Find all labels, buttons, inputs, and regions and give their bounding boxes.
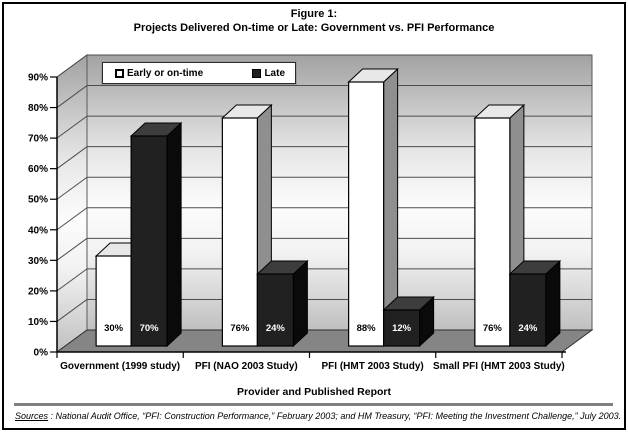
left-wall <box>56 54 88 353</box>
source-text: : National Audit Office, “PFI: Construct… <box>48 411 622 421</box>
bar-side-late-0 <box>166 121 182 348</box>
footer-divider <box>14 403 613 406</box>
y-axis-label-0: 0% <box>34 348 49 359</box>
bar-front-late-2 <box>383 309 421 347</box>
bar-front-early-2 <box>348 81 385 347</box>
y-axis-label-10: 10% <box>28 317 48 328</box>
bar-label-late-1: 24% <box>266 323 286 334</box>
legend-swatch-early-icon <box>115 68 124 78</box>
y-axis-label-70: 70% <box>28 134 48 145</box>
bar-front-early-0 <box>95 255 132 347</box>
wall-diagonal-80 <box>56 85 88 108</box>
chart-title-line1: Figure 1: <box>290 8 338 20</box>
wall-diagonal-90 <box>56 54 88 78</box>
category-label-3: Small PFI (HMT 2003 Study) <box>433 361 565 372</box>
wall-diagonal-70 <box>56 115 88 139</box>
category-label-1: PFI (NAO 2003 Study) <box>195 361 298 372</box>
y-axis-label-90: 90% <box>28 73 48 84</box>
y-axis-label-20: 20% <box>28 286 48 297</box>
wall-diagonal-20 <box>56 268 88 292</box>
bar-label-late-0: 70% <box>140 323 160 334</box>
bar-front-early-3 <box>474 117 511 347</box>
chart-title-line2: Projects Delivered On-time or Late: Gove… <box>133 22 495 34</box>
legend-label-early: Early or on-time <box>127 67 204 79</box>
y-axis-label-60: 60% <box>28 164 48 175</box>
bar-label-late-3: 24% <box>518 323 538 334</box>
bar-label-early-3: 76% <box>483 323 503 334</box>
legend-item-late: Late <box>252 68 285 79</box>
bar-label-early-0: 30% <box>104 323 124 334</box>
wall-diagonal-10 <box>56 299 88 322</box>
y-axis-label-80: 80% <box>28 103 48 114</box>
category-label-2: PFI (HMT 2003 Study) <box>322 361 424 372</box>
source-label: Sources <box>15 411 49 421</box>
bar-front-early-1 <box>221 117 258 347</box>
legend-label-late: Late <box>264 67 285 79</box>
bar-label-early-1: 76% <box>230 323 250 334</box>
y-axis-label-30: 30% <box>28 256 48 267</box>
wall-diagonal-30 <box>56 237 88 261</box>
chart-title: Figure 1: Projects Delivered On-time or … <box>0 7 628 35</box>
legend-item-early: Early or on-time <box>115 68 203 79</box>
bar-label-late-2: 12% <box>392 323 412 334</box>
bar-side-late-1 <box>292 259 308 348</box>
wall-diagonal-60 <box>56 146 88 170</box>
source-note: Sources : National Audit Office, “PFI: C… <box>15 411 621 421</box>
bar-label-early-2: 88% <box>357 323 377 334</box>
bar-side-late-3 <box>545 259 561 348</box>
category-label-0: Government (1999 study) <box>60 361 180 372</box>
bar-front-late-0 <box>130 135 168 347</box>
chart-legend: Early or on-time Late <box>102 62 296 84</box>
legend-swatch-late-icon <box>252 68 262 78</box>
bar-front-late-3 <box>509 273 547 347</box>
x-axis-title: Provider and Published Report <box>236 386 392 398</box>
y-axis-label-40: 40% <box>28 225 48 236</box>
y-axis-label-50: 50% <box>28 195 48 206</box>
wall-diagonal-50 <box>56 176 88 200</box>
wall-diagonal-40 <box>56 207 88 231</box>
bar-front-late-1 <box>256 273 294 347</box>
